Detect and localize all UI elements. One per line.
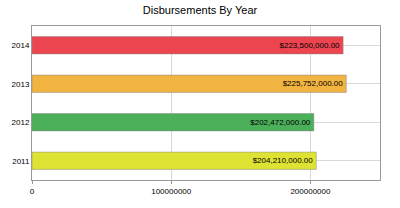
- svg-text:$202,472,000.00: $202,472,000.00: [250, 118, 311, 127]
- svg-text:2013: 2013: [12, 80, 30, 89]
- svg-text:2014: 2014: [12, 41, 30, 50]
- svg-text:Disbursements By Year: Disbursements By Year: [143, 4, 258, 16]
- svg-text:$223,500,000.00: $223,500,000.00: [280, 41, 341, 50]
- svg-text:0: 0: [30, 187, 35, 196]
- svg-text:2011: 2011: [12, 157, 30, 166]
- svg-text:$225,752,000.00: $225,752,000.00: [283, 79, 344, 88]
- svg-text:$204,210,000.00: $204,210,000.00: [253, 156, 314, 165]
- svg-text:100000000: 100000000: [151, 187, 192, 196]
- svg-text:2012: 2012: [12, 118, 30, 127]
- svg-text:200000000: 200000000: [290, 187, 331, 196]
